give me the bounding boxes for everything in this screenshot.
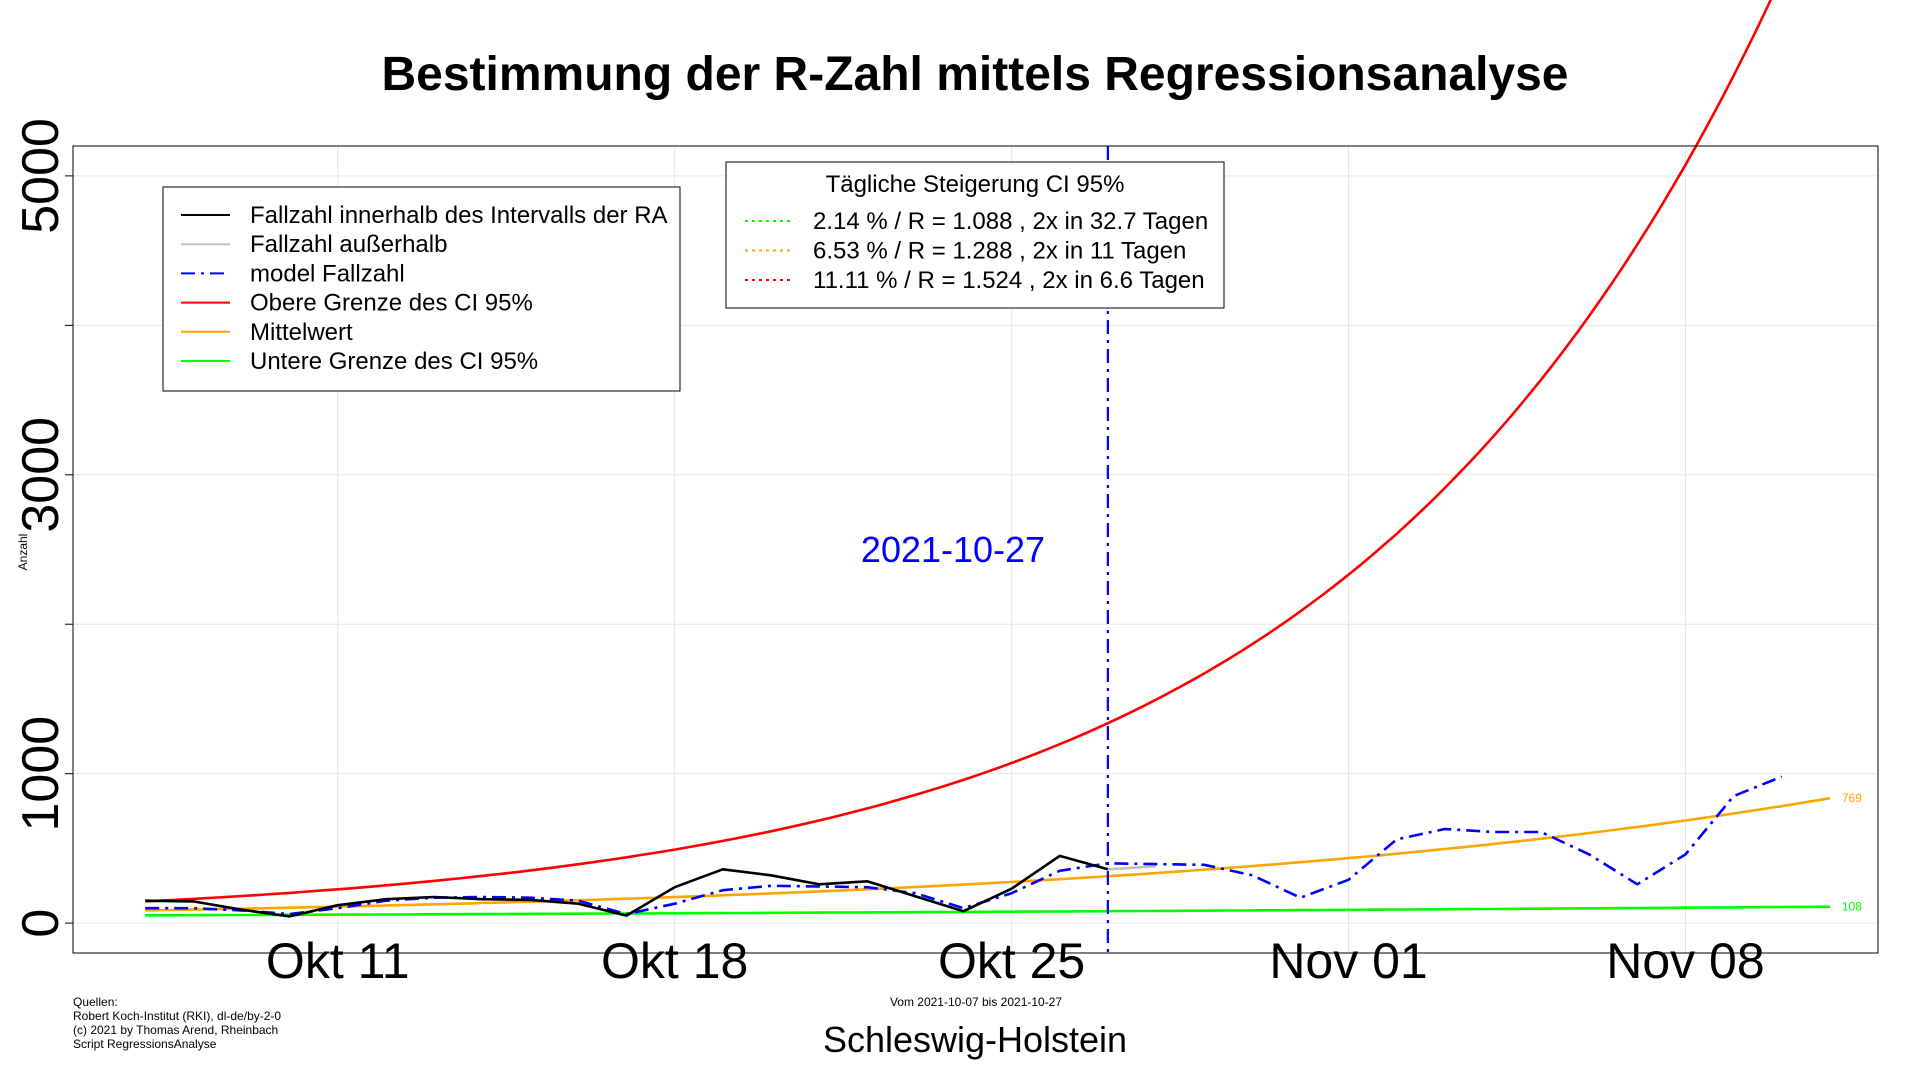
y-axis-label: Anzahl xyxy=(16,534,30,571)
legend: Fallzahl innerhalb des Intervalls der RA… xyxy=(162,186,681,392)
date-range-note: Vom 2021-10-07 bis 2021-10-27 xyxy=(890,995,1062,1009)
ci-legend-label: 11.11 % / R = 1.524 , 2x in 6.6 Tagen xyxy=(813,267,1205,294)
series-line xyxy=(145,854,1109,918)
plot-frame xyxy=(72,145,1879,954)
ci-legend-box xyxy=(725,161,1225,309)
region-label: Schleswig-Holstein xyxy=(823,1019,1127,1060)
legend-label: Fallzahl innerhalb des Intervalls der RA xyxy=(250,202,668,229)
source-line: (c) 2021 by Thomas Arend, Rheinbach xyxy=(73,1023,278,1037)
x-tick-label: Okt 11 xyxy=(266,933,410,989)
y-axis: 0 1000 3000 5000 xyxy=(12,118,73,938)
x-axis: Okt 11 Okt 18 Okt 25 Nov 01 Nov 08 xyxy=(266,933,1765,989)
source-line: Script RegressionsAnalyse xyxy=(73,1037,217,1051)
y-tick-label: 1000 xyxy=(12,716,70,832)
x-tick-label: Nov 08 xyxy=(1606,933,1764,989)
series-line xyxy=(145,905,1830,917)
source-notes: Quellen: Robert Koch-Institut (RKI), dl-… xyxy=(73,995,281,1051)
vline-date-label: 2021-10-27 xyxy=(861,529,1045,570)
series-line xyxy=(145,0,1773,903)
ci-legend-label: 6.53 % / R = 1.288 , 2x in 11 Tagen xyxy=(813,238,1186,265)
y-tick-label: 0 xyxy=(12,909,70,938)
x-tick-label: Okt 25 xyxy=(938,933,1085,989)
series-end-label: 769 xyxy=(1842,791,1862,805)
ci-legend-label: 2.14 % / R = 1.088 , 2x in 32.7 Tagen xyxy=(813,208,1208,235)
y-tick-label: 5000 xyxy=(12,118,70,234)
legend-label: Mittelwert xyxy=(250,319,353,346)
source-line: Robert Koch-Institut (RKI), dl-de/by-2-0 xyxy=(73,1009,281,1023)
series-layer: 769 108 xyxy=(145,0,1862,918)
legend-box xyxy=(162,186,681,392)
series-end-label: 108 xyxy=(1842,900,1862,914)
x-tick-label: Nov 01 xyxy=(1269,933,1427,989)
series-line xyxy=(145,796,1831,912)
chart-title: Bestimmung der R-Zahl mittels Regression… xyxy=(381,48,1568,101)
ci-legend-title: Tägliche Steigerung CI 95% xyxy=(826,171,1125,198)
legend-label: Fallzahl außerhalb xyxy=(250,231,447,258)
legend-label: Obere Grenze des CI 95% xyxy=(250,290,533,317)
y-tick-label: 3000 xyxy=(12,417,70,533)
legend-label: model Fallzahl xyxy=(250,260,405,287)
source-line: Quellen: xyxy=(73,995,118,1009)
legend-label: Untere Grenze des CI 95% xyxy=(250,348,538,375)
x-tick-label: Okt 18 xyxy=(601,933,748,989)
series-line xyxy=(1107,865,1157,871)
ci-legend: Tägliche Steigerung CI 95% 2.14 % / R = … xyxy=(725,161,1225,309)
